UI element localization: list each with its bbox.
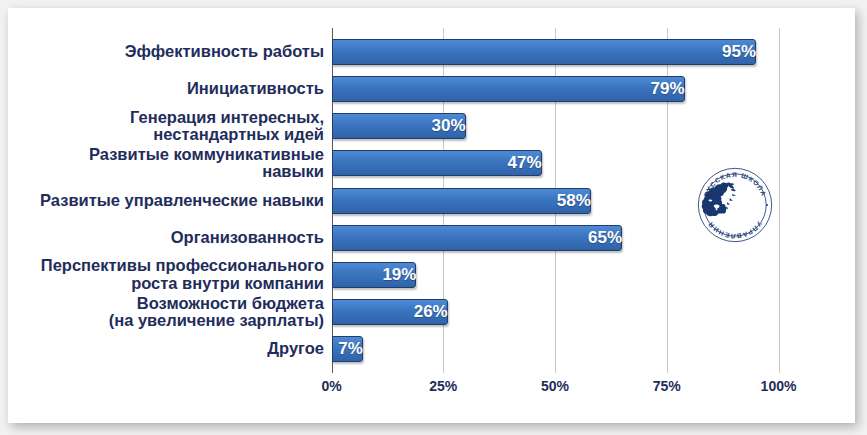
svg-text:УПРАВЛЕНИЯ: УПРАВЛЕНИЯ — [707, 220, 764, 240]
